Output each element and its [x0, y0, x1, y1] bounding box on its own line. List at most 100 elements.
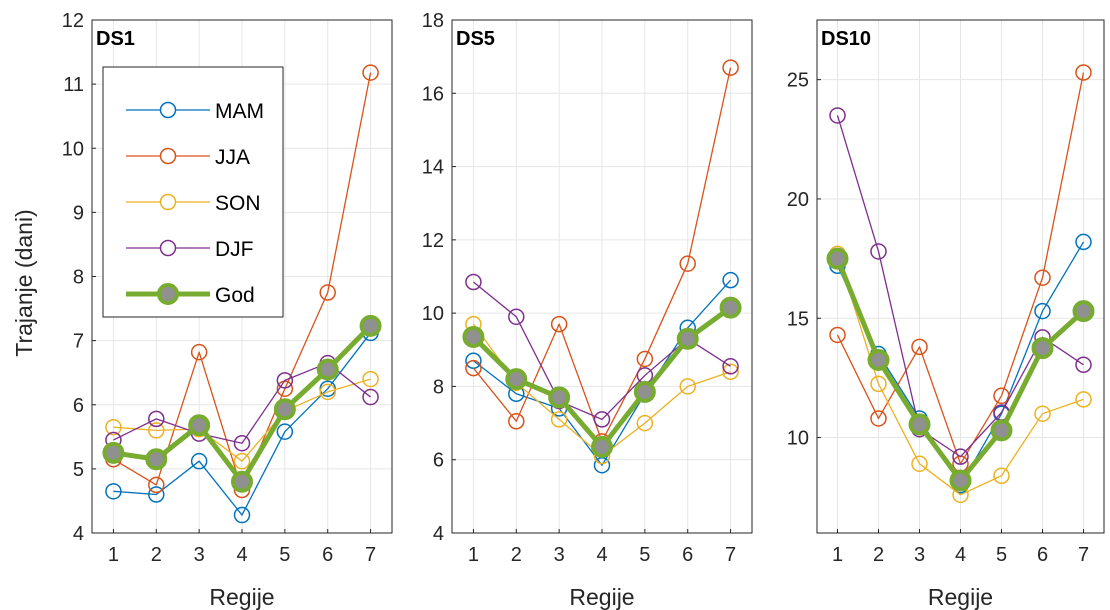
data-point: [829, 326, 846, 344]
data-point: [826, 247, 849, 270]
data-point: [276, 423, 294, 440]
data-point: [591, 435, 613, 458]
data-point: [867, 349, 890, 372]
legend-label: MAM: [215, 100, 264, 123]
legend-item-god: God: [126, 283, 255, 307]
legend-marker: [159, 147, 177, 165]
y-tick-label: 20: [787, 189, 809, 211]
panel-title: DS10: [821, 28, 871, 50]
legend-label: JJA: [215, 146, 250, 169]
data-point: [145, 448, 168, 471]
data-point: [148, 476, 165, 494]
axes-box: [816, 19, 1105, 534]
data-point: [276, 372, 294, 389]
data-point: [505, 368, 528, 391]
data-point: [1034, 269, 1051, 286]
x-tick-label: 2: [511, 544, 522, 566]
data-point: [550, 411, 568, 428]
data-point: [148, 422, 165, 439]
y-tick-label: 9: [73, 202, 84, 224]
legend-item-mam: MAM: [126, 100, 264, 123]
data-point: [722, 59, 739, 76]
data-point: [1034, 405, 1051, 422]
data-point: [148, 410, 165, 428]
legend-box: [102, 66, 284, 318]
data-point: [548, 386, 571, 409]
data-point: [679, 255, 696, 272]
data-point: [722, 358, 739, 375]
series-line: [836, 253, 1084, 496]
x-axis-label: Regije: [209, 584, 274, 610]
data-point: [233, 434, 251, 452]
data-point: [1072, 300, 1095, 323]
legend: MAM JJA SON DJF God: [102, 66, 284, 318]
x-tick-label: 4: [955, 544, 966, 566]
y-tick-label: 18: [422, 10, 444, 32]
y-axis-label: Trajanje (dani): [11, 209, 37, 356]
data-point: [949, 469, 972, 492]
data-point: [362, 64, 379, 81]
legend-marker: [159, 193, 177, 211]
data-point: [870, 243, 887, 260]
data-point: [233, 506, 251, 524]
data-point: [993, 467, 1010, 484]
data-point: [908, 413, 931, 436]
data-point: [719, 296, 742, 319]
x-tick-label: 7: [365, 544, 376, 566]
data-point: [722, 271, 739, 289]
series-line: [113, 378, 371, 462]
y-tick-label: 8: [73, 267, 84, 289]
data-point: [362, 370, 379, 388]
y-tick-label: 11: [63, 74, 84, 96]
y-tick-label: 6: [73, 395, 84, 417]
panel-title: DS5: [456, 28, 495, 50]
data-point: [273, 398, 296, 421]
data-point: [911, 455, 928, 473]
data-point: [952, 448, 969, 465]
series-god: [462, 296, 742, 458]
panel-title: DS1: [96, 28, 135, 50]
y-tick-label: 7: [73, 331, 84, 353]
x-axis-label: Regije: [928, 584, 993, 610]
data-point: [316, 358, 339, 381]
legend-label: God: [215, 284, 255, 307]
x-tick-label: 4: [596, 544, 607, 566]
y-tick-label: 10: [787, 428, 809, 450]
x-tick-label: 4: [236, 544, 247, 566]
data-point: [508, 412, 525, 430]
y-tick-label: 12: [62, 10, 84, 32]
data-point: [722, 363, 739, 381]
data-point: [1075, 64, 1092, 81]
y-tick-label: 16: [422, 83, 444, 105]
data-point: [993, 387, 1010, 405]
series-god: [826, 247, 1095, 492]
legend-marker: [159, 101, 177, 119]
x-tick-label: 7: [725, 544, 736, 566]
x-tick-label: 3: [194, 544, 205, 566]
data-point: [190, 343, 208, 361]
data-point: [105, 418, 122, 436]
x-tick-label: 3: [914, 544, 925, 566]
x-tick-label: 2: [873, 544, 884, 566]
data-point: [1075, 356, 1092, 374]
data-point: [633, 380, 656, 403]
legend-label: SON: [215, 192, 261, 215]
data-point: [359, 314, 382, 337]
data-point: [465, 359, 482, 377]
x-tick-label: 5: [996, 544, 1007, 566]
x-axis-label: Regije: [569, 584, 634, 610]
data-point: [829, 107, 846, 124]
data-point: [319, 284, 336, 301]
chart-panel-ds10: 1 2 3 4 5 6 7 10 15 20 25 DS10 Regije: [787, 19, 1105, 610]
series-line: [113, 332, 372, 516]
y-tick-label: 8: [433, 376, 444, 398]
y-tick-label: 10: [62, 138, 84, 160]
data-point: [636, 350, 654, 368]
data-point: [990, 419, 1013, 442]
data-point: [1034, 302, 1051, 320]
y-tick-label: 14: [422, 157, 444, 179]
chart-panel-ds1: 1 2 3 4 5 6 7456789101112DS1RegijeMAMJJASONDJF…: [62, 10, 393, 610]
legend-marker: [157, 283, 179, 305]
legend-item-jja: JJA: [126, 146, 250, 169]
